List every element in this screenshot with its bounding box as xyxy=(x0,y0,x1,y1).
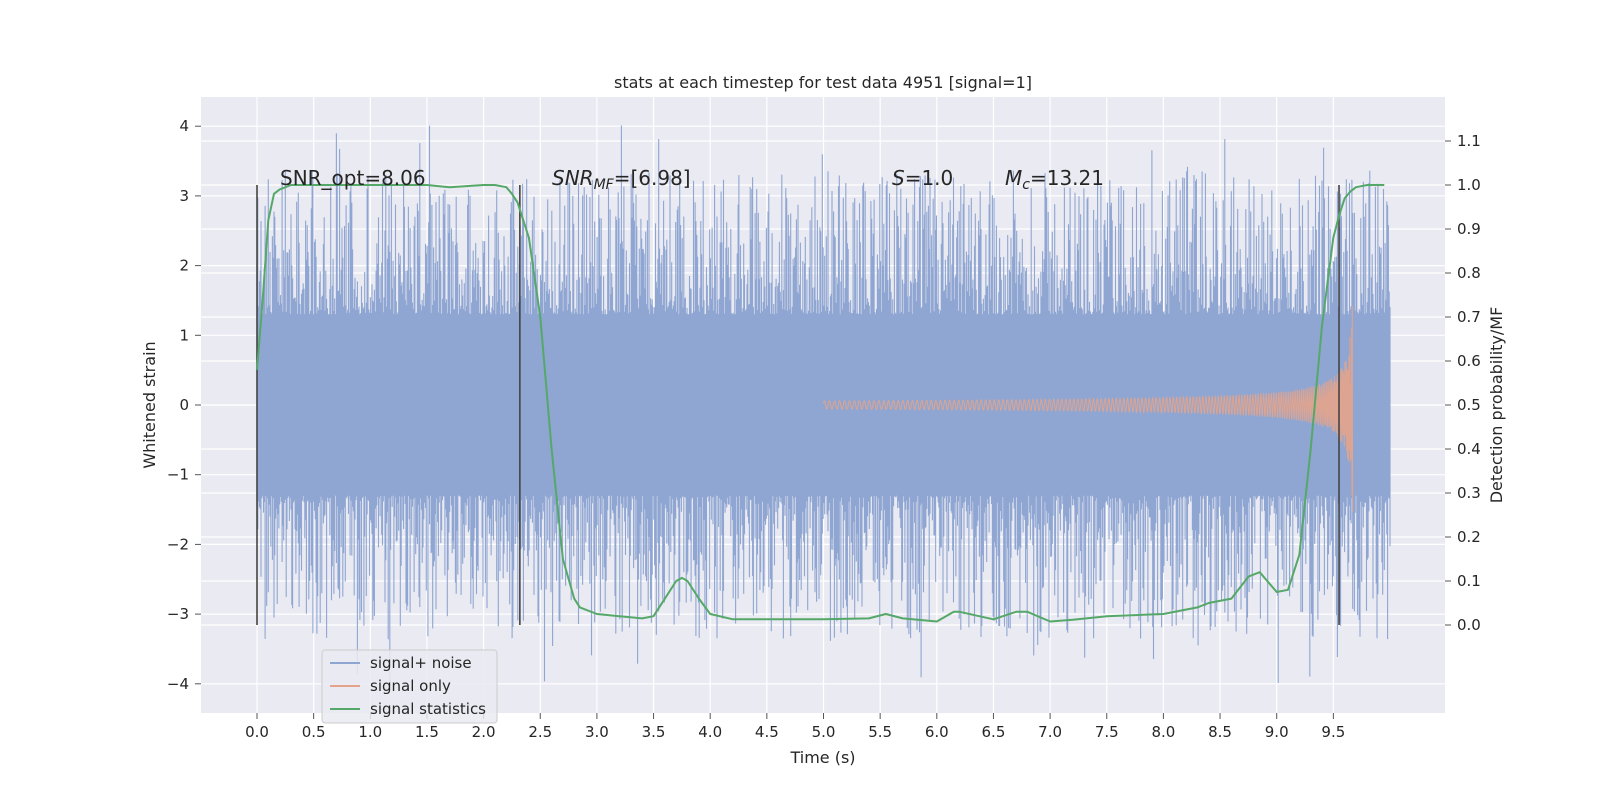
y2-tick-label: 0.8 xyxy=(1457,264,1481,282)
x-tick-label: 0.0 xyxy=(245,723,269,741)
y-tick-label: −2 xyxy=(167,535,189,553)
x-tick-label: 1.0 xyxy=(358,723,382,741)
x-tick-label: 6.0 xyxy=(925,723,949,741)
y-tick-label: 2 xyxy=(179,257,189,275)
x-tick-label: 4.5 xyxy=(755,723,779,741)
signal-only-trace xyxy=(823,305,1354,512)
x-tick-label: 8.5 xyxy=(1208,723,1232,741)
snr-opt-annotation: SNR_opt=8.06 xyxy=(280,166,426,190)
x-tick-label: 9.0 xyxy=(1265,723,1289,741)
legend-label-signal-only: signal only xyxy=(370,677,451,695)
x-tick-label: 3.0 xyxy=(585,723,609,741)
x-tick-label: 6.5 xyxy=(982,723,1006,741)
ticks: 0.0 0.5 1.0 1.5 2.0 2.5 3.0 3.5 4.0 4.5 5.0 5.5 6.0 6… xyxy=(167,117,1481,741)
x-tick-label: 8.0 xyxy=(1151,723,1175,741)
x-tick-label: 5.5 xyxy=(868,723,892,741)
y2-tick-label: 0.6 xyxy=(1457,352,1481,370)
x-tick-label: 7.0 xyxy=(1038,723,1062,741)
signal-statistics-trace xyxy=(256,184,1385,623)
series-signal-noise xyxy=(256,125,1391,686)
x-tick-label: 2.0 xyxy=(472,723,496,741)
y-tick-label: 3 xyxy=(179,187,189,205)
snr-mf-annotation: SNRMF=[6.98] xyxy=(552,166,691,193)
y-tick-label: −1 xyxy=(167,466,189,484)
s-annotation: S=1.0 xyxy=(892,166,953,190)
chart-title: stats at each timestep for test data 495… xyxy=(614,73,1032,92)
x-axis-label: Time (s) xyxy=(789,748,855,767)
y2-tick-label: 0.1 xyxy=(1457,572,1481,590)
y2-tick-label: 0.7 xyxy=(1457,308,1481,326)
y2-tick-label: 0.4 xyxy=(1457,440,1481,458)
y2-tick-label: 1.1 xyxy=(1457,132,1481,150)
series-signal-only xyxy=(823,305,1354,512)
x-tick-label: 4.0 xyxy=(698,723,722,741)
y2-tick-label: 0.9 xyxy=(1457,220,1481,238)
y2-tick-label: 0.3 xyxy=(1457,484,1481,502)
x-tick-label: 3.5 xyxy=(642,723,666,741)
y-tick-label: −4 xyxy=(167,675,189,693)
y-tick-label: −3 xyxy=(167,605,189,623)
mc-annotation: Mc=13.21 xyxy=(1005,166,1104,193)
x-tick-label: 2.5 xyxy=(528,723,552,741)
y-axis-label: Whitened strain xyxy=(140,341,159,468)
x-tick-label: 9.5 xyxy=(1321,723,1345,741)
y-tick-label: 4 xyxy=(179,117,189,135)
legend-label-signal-statistics: signal statistics xyxy=(370,700,486,718)
y2-tick-label: 0.0 xyxy=(1457,616,1481,634)
y-tick-label: 1 xyxy=(179,326,189,344)
x-tick-label: 1.5 xyxy=(415,723,439,741)
y2-axis-label: Detection probability/MF xyxy=(1487,307,1506,504)
y2-tick-label: 0.2 xyxy=(1457,528,1481,546)
x-tick-label: 7.5 xyxy=(1095,723,1119,741)
legend: signal+ noise signal only signal statist… xyxy=(321,649,498,724)
y2-tick-label: 0.5 xyxy=(1457,396,1481,414)
x-tick-label: 5.0 xyxy=(812,723,836,741)
y2-tick-label: 1.0 xyxy=(1457,176,1481,194)
legend-box xyxy=(321,649,498,724)
annotations: SNR_opt=8.06 SNRMF=[6.98] S=1.0 Mc=13.21 xyxy=(280,166,1104,193)
legend-label-signal-noise: signal+ noise xyxy=(370,654,472,672)
series-signal-statistics xyxy=(256,184,1385,623)
x-tick-label: 0.5 xyxy=(302,723,326,741)
y-tick-label: 0 xyxy=(179,396,189,414)
vertical-markers xyxy=(256,185,1340,625)
